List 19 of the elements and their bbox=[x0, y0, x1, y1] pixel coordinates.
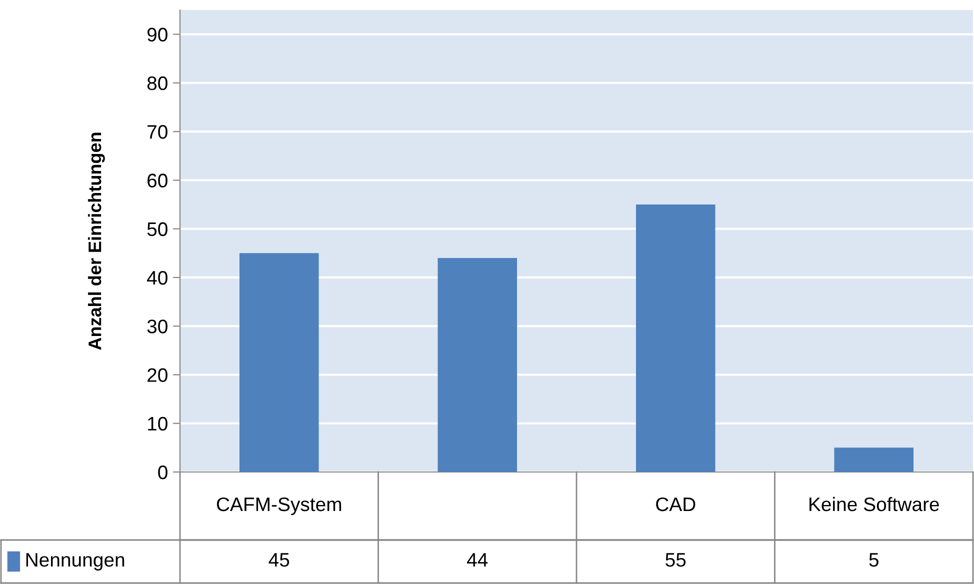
data-label: 5 bbox=[869, 553, 878, 567]
y-tick-label: 50 bbox=[147, 222, 168, 236]
data-label: 44 bbox=[467, 553, 488, 567]
y-tick-label: 10 bbox=[148, 416, 168, 431]
y-axis-title: Anzahl der Einrichtungen bbox=[88, 132, 105, 350]
y-tick-label: 60 bbox=[148, 174, 168, 188]
y-tick-label: 90 bbox=[147, 28, 168, 42]
x-tick-label: CAD bbox=[656, 497, 696, 512]
y-tick-label: 40 bbox=[147, 270, 168, 285]
y-tick-label: 0 bbox=[158, 465, 168, 480]
x-tick-label: Keine Software bbox=[810, 496, 939, 512]
y-tick-label: 80 bbox=[147, 76, 168, 90]
data-label: 45 bbox=[268, 553, 290, 567]
data-label: 55 bbox=[666, 553, 686, 567]
x-tick-label: CAFM-System bbox=[216, 497, 342, 516]
legend-label: Nennungen bbox=[26, 553, 124, 571]
y-tick-label: 30 bbox=[147, 320, 168, 334]
y-tick-label: 20 bbox=[148, 368, 168, 382]
y-tick-label: 70 bbox=[148, 125, 168, 139]
